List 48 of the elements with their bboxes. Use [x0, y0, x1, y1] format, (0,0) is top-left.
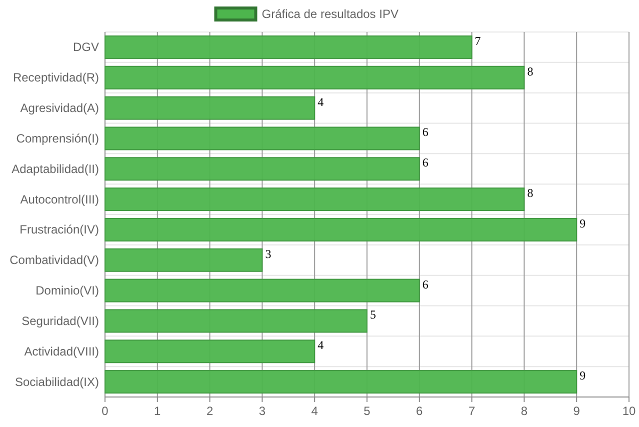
bar	[104, 188, 525, 212]
data-label: 9	[580, 368, 586, 383]
y-tick-label: Seguridad(VII)	[22, 314, 99, 328]
bar	[104, 35, 472, 59]
data-label: 7	[474, 34, 481, 48]
y-tick-label: Actividad(VIII)	[24, 344, 99, 358]
x-tick-label: 1	[154, 404, 162, 418]
x-tick-label: 5	[364, 404, 371, 418]
bar	[104, 66, 525, 90]
y-tick-label: Autocontrol(III)	[20, 192, 99, 206]
y-tick-label: Combatividad(V)	[10, 253, 99, 268]
y-tick-label: Receptividad(R)	[12, 70, 99, 85]
bar	[104, 278, 420, 302]
y-tick-label: Adaptabilidad(II)	[12, 162, 99, 176]
y-tick-label: Dominio(VI)	[36, 284, 99, 298]
y-tick-label: Frustración(IV)	[20, 222, 99, 237]
bar	[104, 218, 578, 242]
bar	[104, 248, 263, 272]
bar	[104, 96, 316, 120]
bar	[104, 340, 316, 364]
x-tick-label: 6	[416, 404, 424, 418]
x-tick-label: 4	[311, 404, 318, 418]
x-tick-label: 7	[468, 404, 476, 418]
data-label: 9	[580, 216, 586, 230]
bar	[104, 309, 368, 333]
data-label: 6	[422, 277, 428, 292]
y-tick-label: Agresividad(A)	[20, 101, 99, 116]
y-tick-label: Comprensión(I)	[16, 131, 99, 146]
legend-label: Gráfica de resultados IPV	[262, 7, 398, 21]
bar	[104, 370, 578, 394]
x-tick-label: 3	[258, 404, 266, 418]
data-label: 4	[318, 94, 324, 109]
data-label: 8	[527, 186, 534, 200]
x-tick-label: 10	[622, 404, 636, 418]
x-tick-label: 9	[573, 404, 580, 418]
x-tick-label: 0	[102, 404, 109, 418]
y-tick-label: DGV	[72, 40, 99, 54]
bar	[104, 126, 420, 150]
data-label: 4	[318, 338, 324, 352]
data-label: 3	[265, 246, 272, 261]
data-label: 5	[370, 308, 376, 322]
data-label: 6	[422, 156, 428, 170]
x-tick-label: 2	[206, 404, 214, 418]
x-tick-label: 8	[520, 404, 528, 418]
y-tick-label: Sociabilidad(IX)	[14, 374, 99, 389]
data-label: 6	[422, 125, 428, 140]
bar	[104, 157, 420, 181]
data-label: 8	[527, 64, 534, 78]
